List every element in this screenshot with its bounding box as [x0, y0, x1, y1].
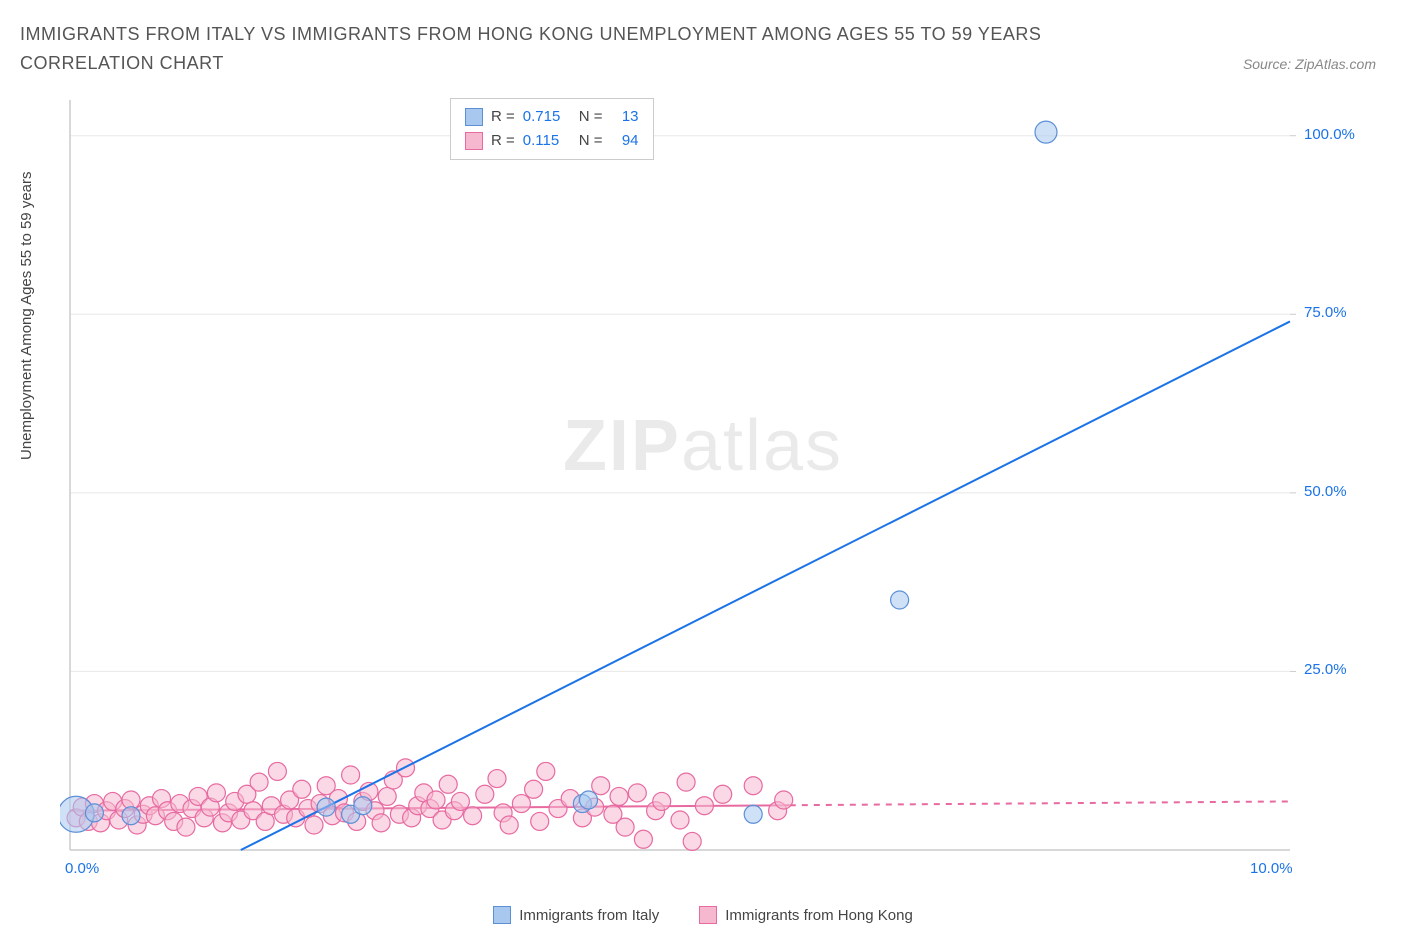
y-tick-label: 50.0%	[1304, 483, 1347, 500]
stats-legend: R = 0.715 N = 13 R = 0.115 N = 94	[450, 98, 654, 160]
source-attribution: Source: ZipAtlas.com	[1243, 56, 1376, 72]
n-value-hongkong: 94	[611, 129, 639, 153]
stats-row-italy: R = 0.715 N = 13	[465, 105, 639, 129]
swatch-italy	[465, 108, 483, 126]
x-tick-label: 0.0%	[65, 860, 99, 877]
r-value-hongkong: 0.115	[523, 129, 571, 153]
swatch-italy	[493, 906, 511, 924]
swatch-hongkong	[465, 132, 483, 150]
r-label: R =	[491, 129, 515, 153]
legend-label-hongkong: Immigrants from Hong Kong	[725, 907, 913, 924]
chart-title: IMMIGRANTS FROM ITALY VS IMMIGRANTS FROM…	[20, 20, 1120, 78]
y-tick-label: 75.0%	[1304, 304, 1347, 321]
legend-item-hongkong: Immigrants from Hong Kong	[699, 906, 913, 924]
n-label: N =	[579, 105, 603, 129]
r-value-italy: 0.715	[523, 105, 571, 129]
swatch-hongkong	[699, 906, 717, 924]
n-value-italy: 13	[611, 105, 639, 129]
y-tick-label: 100.0%	[1304, 126, 1355, 143]
n-label: N =	[579, 129, 603, 153]
series-legend: Immigrants from Italy Immigrants from Ho…	[0, 906, 1406, 924]
y-tick-label: 25.0%	[1304, 661, 1347, 678]
legend-item-italy: Immigrants from Italy	[493, 906, 659, 924]
r-label: R =	[491, 105, 515, 129]
legend-label-italy: Immigrants from Italy	[519, 907, 659, 924]
y-axis-label: Unemployment Among Ages 55 to 59 years	[18, 171, 35, 460]
stats-row-hongkong: R = 0.115 N = 94	[465, 129, 639, 153]
scatter-plot	[60, 90, 1380, 890]
x-tick-label: 10.0%	[1250, 860, 1293, 877]
